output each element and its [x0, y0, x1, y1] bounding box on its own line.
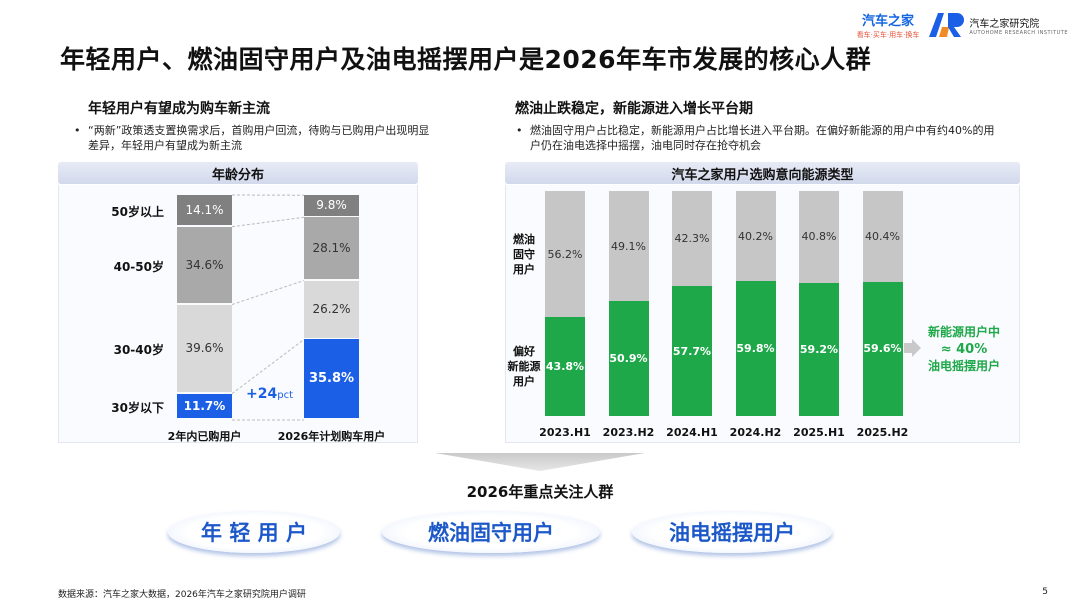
energy-bar-segment: 50.9% [608, 301, 649, 416]
brand-logos: 汽车之家 看车·买车·用车·换车 汽车之家研究院 AUTOHOME RESEAR… [857, 10, 1068, 40]
energy-series-label-line: 新能源 [507, 360, 541, 374]
age-chart-title: 年龄分布 [58, 162, 418, 184]
energy-series-label-line: 燃油 [513, 232, 535, 246]
focus-group-young: 年 轻 用 户 [168, 511, 340, 553]
data-source: 数据来源：汽车之家大数据，2026年汽车之家研究院用户调研 [58, 590, 306, 600]
energy-bar-segment: 49.1% [608, 191, 649, 302]
energy-x-label: 2024.H1 [666, 426, 718, 439]
page-number: 5 [1042, 587, 1048, 597]
age-bar-segment: 14.1% [177, 195, 232, 226]
energy-bar-segment: 40.2% [735, 191, 776, 282]
right-bullet-text: 燃油固守用户占比稳定，新能源用户占比增长进入平台期。在偏好新能源的用户中有约40… [530, 124, 995, 152]
energy-series-label-line: 用户 [513, 262, 535, 276]
age-row-label: 30岁以下 [111, 400, 164, 415]
left-bullet-text: “两新”政策透支置换需求后，首购用户回流，待购与已购用户出现明显差异，年轻用户有… [88, 124, 430, 152]
age-change-value: +24 [246, 386, 278, 402]
callout-arrow-icon [904, 339, 921, 357]
energy-x-label: 2025.H1 [793, 426, 845, 439]
age-bar-segment: 34.6% [177, 226, 232, 304]
energy-series-label-line: 偏好 [513, 345, 535, 359]
energy-x-label: 2024.H2 [729, 426, 782, 439]
age-bar-segment: 11.7% [177, 393, 232, 419]
callout-line-2: ≈ 40% [940, 342, 988, 357]
ar-logo-icon [929, 13, 965, 37]
research-institute-logo: 汽车之家研究院 AUTOHOME RESEARCH INSTITUTE [929, 13, 1068, 37]
age-row-label: 30-40岁 [113, 343, 164, 358]
energy-bar-segment: 43.8% [545, 317, 585, 416]
right-section-heading: 燃油止跌稳定，新能源进入增长平台期 [515, 101, 753, 117]
age-bar-segment: 39.6% [177, 304, 232, 393]
energy-bar-segment: 57.7% [672, 286, 712, 416]
energy-x-label: 2023.H1 [539, 426, 591, 439]
energy-x-label: 2023.H2 [602, 426, 655, 439]
autohome-logo: 汽车之家 看车·买车·用车·换车 [857, 10, 920, 40]
age-x-label: 2年内已购用户 [167, 430, 242, 443]
age-row-label: 50岁以上 [111, 204, 164, 219]
callout-line-1: 新能源用户中 [927, 325, 1000, 339]
research-institute-name: 汽车之家研究院 [969, 18, 1040, 30]
down-arrow-shape [435, 453, 645, 471]
energy-bar-segment: 40.8% [799, 191, 839, 283]
page-title: 年轻用户、燃油固守用户及油电摇摆用户是2026年车市发展的核心人群 [60, 45, 872, 74]
research-institute-subtitle: AUTOHOME RESEARCH INSTITUTE [969, 29, 1068, 36]
energy-bar-segment: 40.4% [862, 191, 903, 282]
autohome-logo-slogan: 看车·买车·用车·换车 [856, 31, 920, 39]
energy-bar-segment: 56.2% [545, 191, 585, 318]
age-x-label: 2026年计划购车用户 [277, 430, 386, 443]
energy-series-label-line: 用户 [513, 375, 535, 389]
autohome-logo-name: 汽车之家 [862, 14, 915, 29]
age-bar-segment: 35.8% [304, 339, 359, 419]
energy-series-label-line: 固守 [513, 247, 535, 261]
energy-bar-segment: 42.3% [672, 191, 712, 287]
age-bar-segment: 28.1% [304, 217, 359, 279]
energy-bar-segment: 59.8% [735, 281, 776, 416]
energy-series-label: 偏好 新能源 用户 [505, 344, 543, 389]
left-bullet: • “两新”政策透支置换需求后，首购用户回流，待购与已购用户出现明显差异，年轻用… [74, 123, 433, 153]
energy-series-label: 燃油 固守 用户 [505, 232, 543, 277]
left-section-heading: 年轻用户有望成为购车新主流 [88, 101, 270, 117]
swing-user-callout: 新能源用户中 ≈ 40% 油电摇摆用户 [912, 324, 1016, 375]
age-row-label: 40-50岁 [113, 259, 164, 274]
age-bar-segment: 9.8% [304, 195, 359, 216]
age-bar-segment: 26.2% [304, 280, 359, 338]
focus-title: 2026年重点关注人群 [466, 483, 614, 501]
energy-bar-segment: 59.2% [799, 282, 839, 416]
energy-bar-segment: 59.6% [862, 281, 903, 416]
focus-group-fuel: 燃油固守用户 [382, 511, 600, 553]
right-bullet-mark: • [516, 124, 523, 137]
left-bullet-mark: • [74, 124, 81, 137]
energy-x-label: 2025.H2 [856, 426, 909, 439]
age-change-annotation: +24pct [246, 386, 293, 402]
callout-line-3: 油电摇摆用户 [927, 359, 1000, 373]
right-bullet: • 燃油固守用户占比稳定，新能源用户占比增长进入平台期。在偏好新能源的用户中有约… [516, 123, 1000, 153]
focus-group-swing: 油电摇摆用户 [632, 511, 832, 553]
energy-chart-title: 汽车之家用户选购意向能源类型 [505, 162, 1020, 184]
age-change-unit: pct [277, 390, 293, 401]
